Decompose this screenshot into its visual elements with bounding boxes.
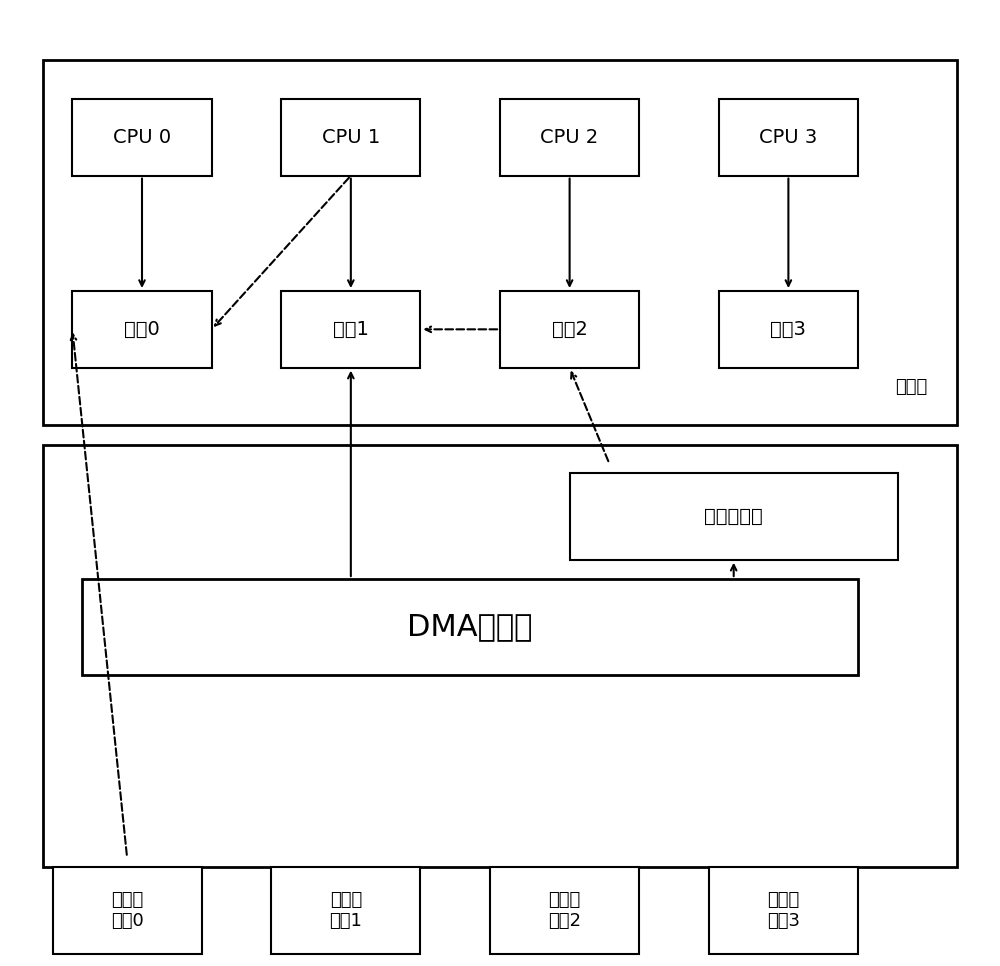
Text: 虚拟机
队兗3: 虚拟机 队兗3 (767, 891, 800, 930)
Text: CPU 1: CPU 1 (322, 128, 380, 147)
Text: CPU 0: CPU 0 (113, 128, 171, 147)
Text: CPU 2: CPU 2 (540, 128, 599, 147)
Bar (281, 99, 420, 176)
Bar (82, 579, 858, 675)
Bar (72, 291, 212, 368)
Bar (719, 291, 858, 368)
Text: 队兗2: 队兗2 (552, 320, 588, 339)
Text: 中断控制器: 中断控制器 (704, 507, 763, 526)
Bar (719, 99, 858, 176)
Bar (53, 867, 202, 953)
Text: DMA控制器: DMA控制器 (407, 612, 533, 641)
Bar (72, 99, 212, 176)
Bar (500, 291, 639, 368)
Text: 虚拟机
队兗1: 虚拟机 队兗1 (329, 891, 362, 930)
Bar (43, 61, 957, 425)
Text: CPU 3: CPU 3 (759, 128, 818, 147)
Text: 队兗3: 队兗3 (770, 320, 806, 339)
Bar (281, 291, 420, 368)
Bar (500, 99, 639, 176)
Text: 虚拟机
队兗0: 虚拟机 队兗0 (111, 891, 143, 930)
Text: 虚拟机
队兗2: 虚拟机 队兗2 (548, 891, 581, 930)
Bar (271, 867, 420, 953)
Bar (43, 444, 957, 867)
Text: 存储器: 存储器 (895, 378, 928, 396)
Bar (490, 867, 639, 953)
Bar (709, 867, 858, 953)
Text: 队兗0: 队兗0 (124, 320, 160, 339)
Text: 队兗1: 队兗1 (333, 320, 369, 339)
Bar (570, 473, 898, 560)
